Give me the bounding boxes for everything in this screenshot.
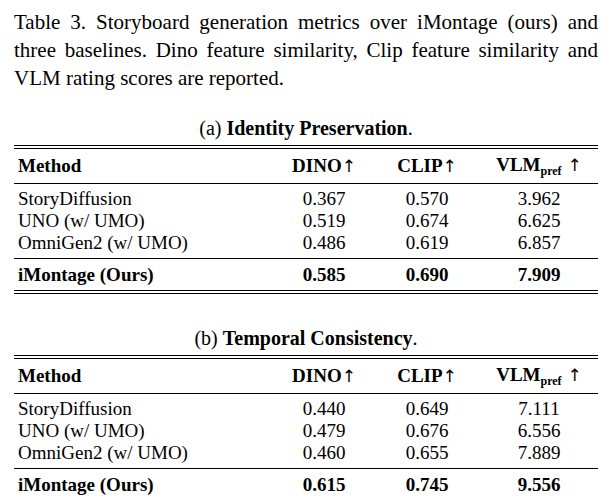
- table-caption: Table 3. Storyboard generation metrics o…: [14, 8, 598, 92]
- vlm-cell: 6.556: [480, 420, 598, 442]
- table-row: OmniGen2 (w/ UMO) 0.486 0.619 6.857: [14, 232, 598, 254]
- dino-cell: 0.460: [274, 442, 374, 464]
- subtable-a-label: (a) Identity Preservation.: [14, 115, 598, 141]
- clip-cell: 0.655: [374, 442, 480, 464]
- subtable-b-prefix: (b): [194, 327, 222, 349]
- dino-cell: 0.615: [274, 474, 374, 496]
- method-cell: StoryDiffusion: [14, 398, 274, 420]
- dino-cell: 0.479: [274, 420, 374, 442]
- up-arrow-icon: ↑: [568, 155, 582, 175]
- table-row-highlight: iMontage (Ours) 0.585 0.690 7.909: [14, 258, 598, 290]
- vlm-pref-subscript: pref: [540, 164, 561, 178]
- vlm-cell: 7.889: [480, 442, 598, 464]
- dino-cell: 0.585: [274, 264, 374, 286]
- vlm-cell: 6.857: [480, 232, 598, 254]
- subtable-a-title: Identity Preservation: [226, 117, 407, 139]
- table-row-highlight: iMontage (Ours) 0.615 0.745 9.556: [14, 468, 598, 500]
- clip-cell: 0.674: [374, 210, 480, 232]
- up-arrow-icon: ↑: [443, 156, 457, 176]
- dino-cell: 0.440: [274, 398, 374, 420]
- subtable-a-suffix: .: [408, 117, 413, 139]
- table-a-body: StoryDiffusion 0.367 0.570 3.962 UNO (w/…: [14, 184, 598, 258]
- dino-cell: 0.519: [274, 210, 374, 232]
- table-a-header-vlm: VLMpref↑: [480, 154, 598, 179]
- method-cell: UNO (w/ UMO): [14, 210, 274, 232]
- method-cell: StoryDiffusion: [14, 188, 274, 210]
- table-row: UNO (w/ UMO) 0.519 0.674 6.625: [14, 210, 598, 232]
- dino-cell: 0.367: [274, 188, 374, 210]
- up-arrow-icon: ↑: [342, 156, 356, 176]
- vlm-cell: 7.909: [480, 264, 598, 286]
- method-cell: UNO (w/ UMO): [14, 420, 274, 442]
- temporal-consistency-table: Method DINO↑ CLIP↑ VLMpref↑ StoryDiffusi…: [14, 355, 598, 500]
- clip-cell: 0.690: [374, 264, 480, 286]
- paper-page: Table 3. Storyboard generation metrics o…: [0, 0, 614, 500]
- up-arrow-icon: ↑: [443, 366, 457, 386]
- table-row: OmniGen2 (w/ UMO) 0.460 0.655 7.889: [14, 442, 598, 464]
- caption-line-3: VLM rating scores are reported.: [14, 64, 598, 92]
- vlm-pref-subscript: pref: [540, 374, 561, 388]
- clip-cell: 0.676: [374, 420, 480, 442]
- clip-cell: 0.619: [374, 232, 480, 254]
- clip-cell: 0.570: [374, 188, 480, 210]
- subtable-a-prefix: (a): [199, 117, 226, 139]
- subtable-b-suffix: .: [413, 327, 418, 349]
- table-b-body: StoryDiffusion 0.440 0.649 7.111 UNO (w/…: [14, 394, 598, 468]
- table-row: StoryDiffusion 0.440 0.649 7.111: [14, 398, 598, 420]
- subtable-b-title: Temporal Consistency: [223, 327, 413, 349]
- table-b-header-method: Method: [14, 365, 274, 387]
- up-arrow-icon: ↑: [342, 366, 356, 386]
- table-b-header-clip: CLIP↑: [374, 365, 480, 387]
- table-a-header-method: Method: [14, 155, 274, 177]
- method-cell: OmniGen2 (w/ UMO): [14, 232, 274, 254]
- vlm-cell: 3.962: [480, 188, 598, 210]
- table-b-header-dino: DINO↑: [274, 365, 374, 387]
- table-row: StoryDiffusion 0.367 0.570 3.962: [14, 188, 598, 210]
- clip-cell: 0.649: [374, 398, 480, 420]
- up-arrow-icon: ↑: [568, 365, 582, 385]
- method-cell: iMontage (Ours): [14, 264, 274, 286]
- clip-cell: 0.745: [374, 474, 480, 496]
- table-b-header-vlm: VLMpref↑: [480, 364, 598, 389]
- table-a-header-clip: CLIP↑: [374, 155, 480, 177]
- table-b-header-row: Method DINO↑ CLIP↑ VLMpref↑: [14, 359, 598, 394]
- subtable-b-label: (b) Temporal Consistency.: [14, 325, 598, 351]
- vlm-cell: 9.556: [480, 474, 598, 496]
- table-a-header-row: Method DINO↑ CLIP↑ VLMpref↑: [14, 149, 598, 184]
- caption-line-1: Table 3. Storyboard generation metrics o…: [14, 8, 598, 36]
- vlm-cell: 6.625: [480, 210, 598, 232]
- caption-line-2: three baselines. Dino feature similarity…: [14, 36, 598, 64]
- table-a-header-dino: DINO↑: [274, 155, 374, 177]
- table-row: UNO (w/ UMO) 0.479 0.676 6.556: [14, 420, 598, 442]
- method-cell: OmniGen2 (w/ UMO): [14, 442, 274, 464]
- vlm-cell: 7.111: [480, 398, 598, 420]
- dino-cell: 0.486: [274, 232, 374, 254]
- method-cell: iMontage (Ours): [14, 474, 274, 496]
- identity-preservation-table: Method DINO↑ CLIP↑ VLMpref↑ StoryDiffusi…: [14, 145, 598, 294]
